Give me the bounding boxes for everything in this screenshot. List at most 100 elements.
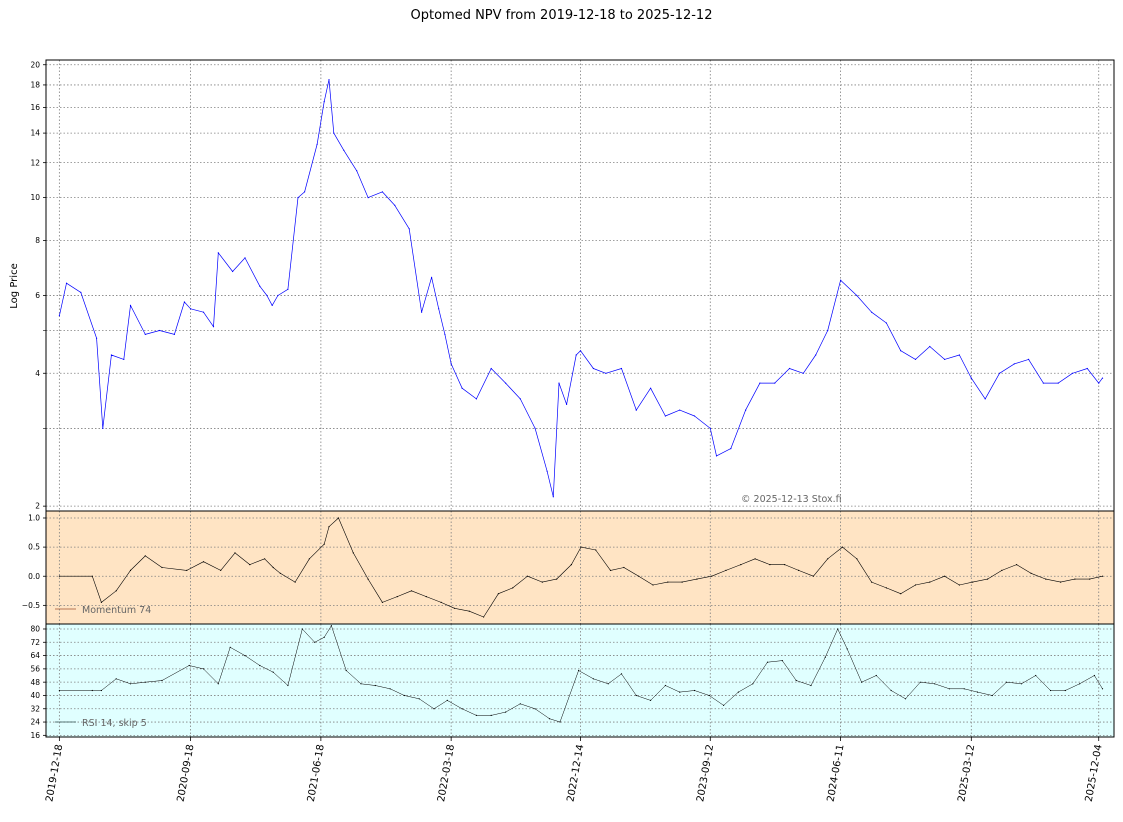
rsi-y-tick-label: 32 [30,704,40,713]
rsi-data-point [433,708,435,710]
price-y-tick-label: 20 [30,60,40,69]
momentum-data-point [784,564,786,566]
y-axis-label: Log Price [9,263,20,308]
momentum-data-point [556,578,558,580]
momentum-data-point [885,587,888,589]
rsi-data-point [737,691,740,693]
momentum-data-point [929,581,931,583]
rsi-data-point [679,691,681,693]
momentum-data-point [396,596,398,598]
rsi-data-point [91,689,93,692]
rsi-data-point [1020,683,1023,685]
momentum-data-point [115,590,117,592]
x-tick-label: 2023-09-12 [695,744,716,803]
rsi-data-point [650,699,652,702]
rsi-data-point [708,694,710,697]
momentum-data-point [381,601,383,604]
rsi-data-point [100,689,102,692]
momentum-data-point [871,581,873,583]
momentum-data-point [468,610,470,612]
momentum-data-point [249,564,251,566]
price-data-point [367,197,369,199]
momentum-data-point [58,575,61,577]
price-y-tick-label: 2 [35,502,40,511]
price-data-point [421,311,423,313]
momentum-data-point [856,558,858,560]
price-data-point [438,308,440,310]
rsi-data-point [752,683,754,685]
x-tick-label: 2025-03-12 [956,744,977,803]
price-y-tick-label: 10 [30,193,40,202]
price-data-point [328,79,330,81]
price-data-point [788,367,791,370]
price-data-point [183,301,185,303]
price-y-tick-label: 14 [30,129,40,138]
price-data-point [519,398,521,400]
price-data-point [885,322,888,324]
price-data-point [80,291,82,293]
x-tick-label: 2019-12-18 [44,744,65,803]
rsi-data-point [323,636,325,638]
price-data-point [316,143,318,145]
x-tick-label: 2021-06-18 [306,744,327,803]
momentum-data-point [497,593,499,595]
rsi-y-tick-label: 56 [30,664,40,673]
price-data-point [475,398,477,400]
price-data-point [871,311,873,313]
price-data-point [323,101,325,103]
price-data-point [333,132,335,134]
rsi-data-point [781,660,783,662]
rsi-y-tick-label: 16 [30,731,40,740]
momentum-data-point [711,575,713,577]
momentum-data-point [740,564,742,566]
momentum-data-point [352,552,354,554]
price-data-point [815,354,817,356]
price-data-point [304,191,306,193]
price-data-point [212,326,215,328]
momentum-data-point [186,569,188,572]
rsi-data-point [810,684,812,687]
momentum-data-point [827,558,829,560]
rsi-data-point [548,718,551,720]
rsi-data-point [345,669,347,672]
price-data-point [266,294,268,297]
momentum-y-tick-label: 1.0 [28,514,40,523]
rsi-data-point [1049,689,1052,692]
price-data-point [715,455,718,457]
momentum-data-point [294,581,296,583]
price-data-point [958,354,961,356]
rsi-data-point [403,694,405,697]
price-data-point [159,329,161,332]
rsi-data-point [229,646,231,648]
rsi-data-point [578,669,580,672]
momentum-data-point [1101,575,1104,577]
momentum-data-point [440,601,442,604]
momentum-data-point [1001,569,1003,572]
momentum-data-point [944,575,946,577]
rsi-data-point [846,648,848,650]
momentum-data-point [1030,572,1032,574]
price-data-point [96,337,98,339]
momentum-legend: Momentum 74 [55,605,151,616]
price-data-point [998,372,1001,374]
chart-title: Optomed NPV from 2019-12-18 to 2025-12-1… [410,8,713,23]
momentum-data-point [914,584,917,586]
price-data-point [840,279,842,281]
momentum-y-tick-label: 0.0 [28,572,40,581]
price-panel-background [46,60,1114,511]
rsi-data-point [330,625,332,627]
price-data-point [277,294,279,297]
price-data-point [534,427,536,429]
price-data-point [929,345,931,348]
price-data-point [592,367,595,370]
rsi-data-point [991,694,993,697]
momentum-data-point [483,616,485,618]
price-data-point [709,427,711,429]
price-data-point [102,427,104,429]
price-data-point [297,197,299,199]
momentum-data-point [264,558,266,560]
rsi-data-point [963,688,965,690]
price-data-point [65,282,68,284]
momentum-data-point [144,555,146,557]
price-series-line [59,79,1103,498]
